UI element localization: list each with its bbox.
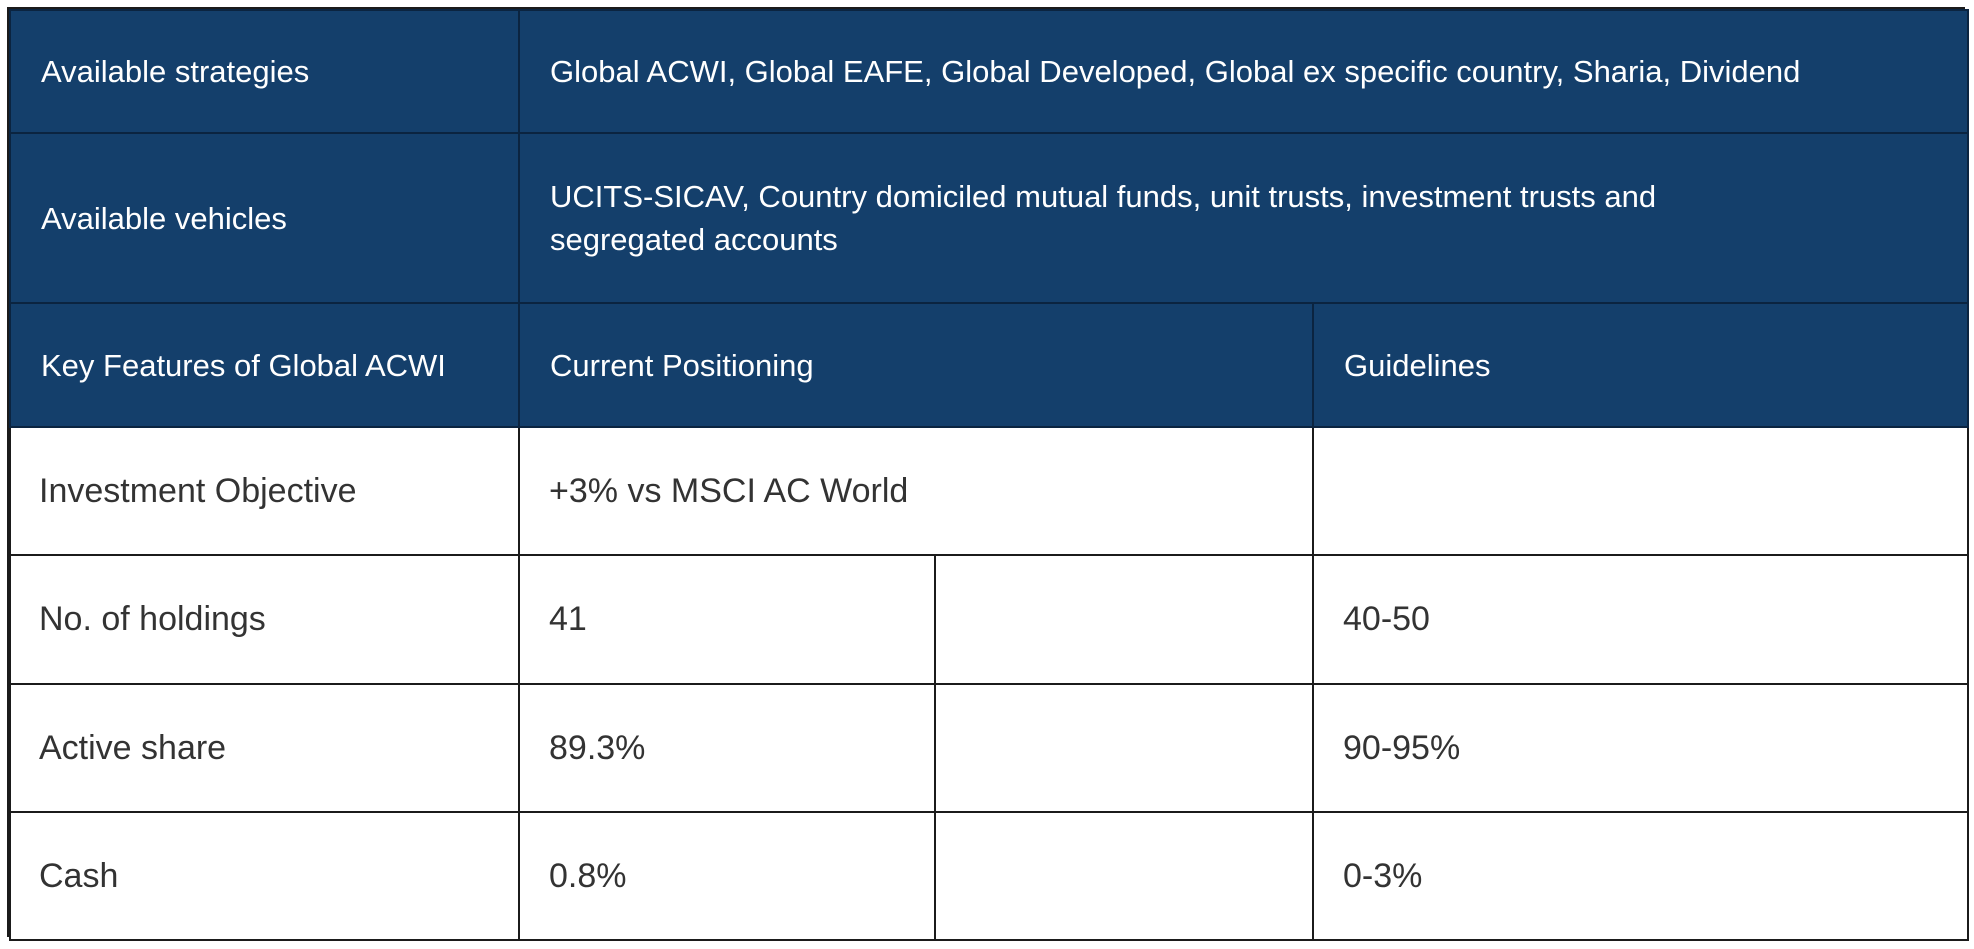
table-row: Cash 0.8% 0-3% (9, 811, 1969, 941)
vehicles-value: UCITS-SICAV, Country domiciled mutual fu… (518, 132, 1969, 304)
strategies-value: Global ACWI, Global EAFE, Global Develop… (518, 9, 1969, 134)
row-guideline: 90-95% (1312, 683, 1969, 813)
row-label: No. of holdings (9, 554, 520, 685)
row-label: Active share (9, 683, 520, 813)
row-current: 0.8% (518, 811, 936, 941)
table-row: No. of holdings 41 40-50 (9, 554, 1969, 685)
row-guideline: 0-3% (1312, 811, 1969, 941)
header-guidelines: Guidelines (1312, 302, 1969, 428)
strategies-row: Available strategies Global ACWI, Global… (9, 9, 1969, 134)
row-empty-cell (934, 811, 1314, 941)
features-table: Available strategies Global ACWI, Global… (9, 9, 1969, 941)
row-current: 89.3% (518, 683, 936, 813)
objective-row: Investment Objective +3% vs MSCI AC Worl… (9, 426, 1969, 556)
vehicles-row: Available vehicles UCITS-SICAV, Country … (9, 132, 1969, 304)
strategy-table: Available strategies Global ACWI, Global… (7, 7, 1969, 941)
header-current-positioning: Current Positioning (518, 302, 1314, 428)
header-key-features: Key Features of Global ACWI (9, 302, 520, 428)
row-label: Cash (9, 811, 520, 941)
strategies-label: Available strategies (9, 9, 520, 134)
column-header-row: Key Features of Global ACWI Current Posi… (9, 302, 1969, 428)
objective-label: Investment Objective (9, 426, 520, 556)
row-guideline: 40-50 (1312, 554, 1969, 685)
objective-current: +3% vs MSCI AC World (518, 426, 1314, 556)
row-current: 41 (518, 554, 936, 685)
row-empty-cell (934, 554, 1314, 685)
table-row: Active share 89.3% 90-95% (9, 683, 1969, 813)
row-empty-cell (934, 683, 1314, 813)
vehicles-label: Available vehicles (9, 132, 520, 304)
objective-guideline (1312, 426, 1969, 556)
